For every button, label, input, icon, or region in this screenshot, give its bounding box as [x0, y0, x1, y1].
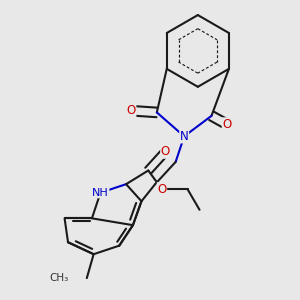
Text: CH₃: CH₃ [50, 273, 69, 283]
Text: O: O [157, 183, 167, 196]
Text: NH: NH [92, 188, 109, 198]
Text: O: O [222, 118, 232, 131]
Text: O: O [127, 104, 136, 117]
Text: N: N [180, 130, 188, 143]
Text: O: O [161, 145, 170, 158]
